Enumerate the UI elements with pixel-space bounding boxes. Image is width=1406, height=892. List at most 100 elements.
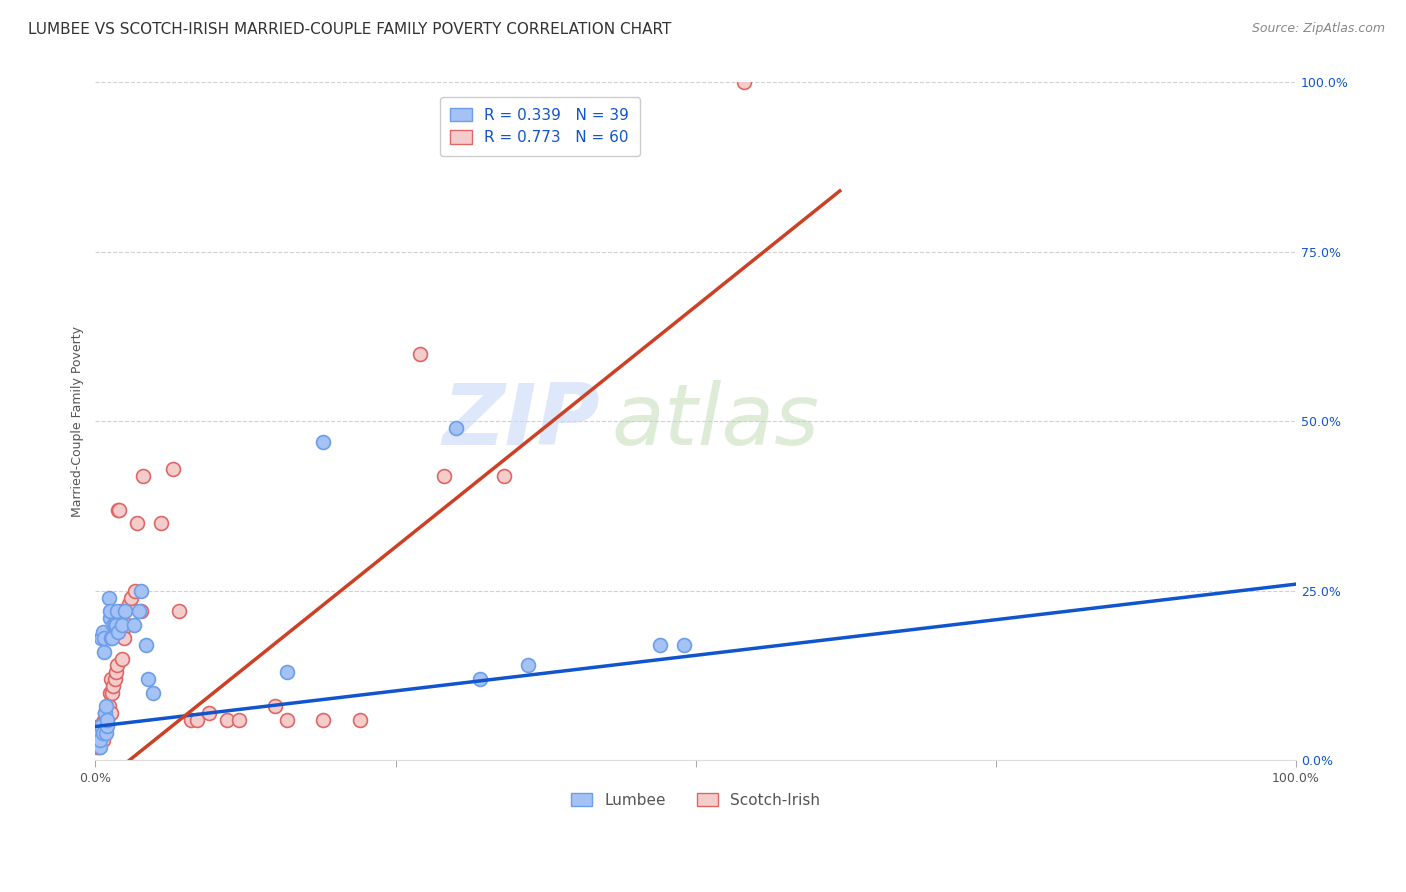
Point xyxy=(112,632,135,646)
Point xyxy=(96,719,118,733)
Point xyxy=(122,617,145,632)
Point xyxy=(733,75,755,89)
Point xyxy=(103,672,125,686)
Point xyxy=(162,462,184,476)
Point xyxy=(111,617,134,632)
Point xyxy=(110,604,132,618)
Point xyxy=(492,468,515,483)
Point xyxy=(276,713,298,727)
Point xyxy=(127,516,149,530)
Point xyxy=(89,733,111,747)
Point xyxy=(672,638,695,652)
Point xyxy=(103,617,125,632)
Text: LUMBEE VS SCOTCH-IRISH MARRIED-COUPLE FAMILY POVERTY CORRELATION CHART: LUMBEE VS SCOTCH-IRISH MARRIED-COUPLE FA… xyxy=(28,22,672,37)
Point xyxy=(87,739,110,754)
Point xyxy=(129,604,152,618)
Point xyxy=(118,598,141,612)
Point xyxy=(90,719,112,733)
Point xyxy=(104,617,127,632)
Point xyxy=(312,713,335,727)
Point xyxy=(96,706,118,720)
Text: atlas: atlas xyxy=(612,380,820,463)
Point xyxy=(150,516,173,530)
Text: Source: ZipAtlas.com: Source: ZipAtlas.com xyxy=(1251,22,1385,36)
Point xyxy=(105,604,128,618)
Point xyxy=(264,699,287,714)
Point xyxy=(87,733,110,747)
Point xyxy=(87,726,110,740)
Point xyxy=(108,502,131,516)
Point xyxy=(198,706,221,720)
Point xyxy=(468,672,491,686)
Point xyxy=(228,713,250,727)
Point xyxy=(89,739,111,754)
Point xyxy=(120,591,142,605)
Point xyxy=(186,713,208,727)
Point xyxy=(135,638,157,652)
Y-axis label: Married-Couple Family Poverty: Married-Couple Family Poverty xyxy=(72,326,84,516)
Point xyxy=(91,719,114,733)
Point xyxy=(101,685,124,699)
Point xyxy=(169,604,191,618)
Point xyxy=(136,672,159,686)
Point xyxy=(96,713,118,727)
Point xyxy=(408,346,430,360)
Text: ZIP: ZIP xyxy=(441,380,599,463)
Legend: Lumbee, Scotch-Irish: Lumbee, Scotch-Irish xyxy=(565,787,827,814)
Point xyxy=(107,624,129,639)
Point xyxy=(312,434,335,449)
Point xyxy=(91,624,114,639)
Point xyxy=(432,468,454,483)
Point xyxy=(90,719,112,733)
Point xyxy=(94,706,117,720)
Point xyxy=(98,611,121,625)
Point xyxy=(105,658,128,673)
Point xyxy=(90,733,112,747)
Point xyxy=(98,604,121,618)
Point xyxy=(96,726,118,740)
Point xyxy=(107,502,129,516)
Point xyxy=(115,617,138,632)
Point xyxy=(516,658,538,673)
Point xyxy=(94,713,117,727)
Point xyxy=(349,713,371,727)
Point xyxy=(86,739,108,754)
Point xyxy=(89,719,111,733)
Point xyxy=(90,726,112,740)
Point xyxy=(86,733,108,747)
Point xyxy=(87,719,110,733)
Point xyxy=(87,726,110,740)
Point xyxy=(100,706,122,720)
Point xyxy=(96,713,118,727)
Point xyxy=(97,699,120,714)
Point xyxy=(93,726,115,740)
Point xyxy=(98,685,121,699)
Point xyxy=(114,604,136,618)
Point xyxy=(180,713,202,727)
Point xyxy=(217,713,239,727)
Point xyxy=(87,726,110,740)
Point xyxy=(444,421,467,435)
Point xyxy=(128,604,150,618)
Point xyxy=(100,632,122,646)
Point xyxy=(90,632,112,646)
Point xyxy=(96,713,118,727)
Point xyxy=(87,733,110,747)
Point xyxy=(103,617,125,632)
Point xyxy=(132,468,155,483)
Point xyxy=(129,583,152,598)
Point xyxy=(97,591,120,605)
Point xyxy=(91,733,114,747)
Point xyxy=(103,679,125,693)
Point xyxy=(89,733,111,747)
Point xyxy=(94,706,117,720)
Point xyxy=(93,645,115,659)
Point xyxy=(93,713,115,727)
Point xyxy=(91,726,114,740)
Point xyxy=(96,706,118,720)
Point xyxy=(142,685,165,699)
Point xyxy=(93,632,115,646)
Point xyxy=(101,632,124,646)
Point xyxy=(124,583,146,598)
Point xyxy=(100,672,122,686)
